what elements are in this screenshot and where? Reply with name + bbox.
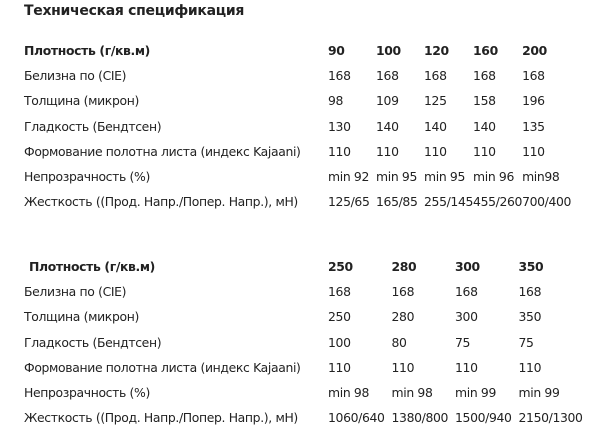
row-label: Непрозрачность (%) xyxy=(24,385,150,401)
cell-value: 110 xyxy=(376,143,399,159)
cell-value: 280 xyxy=(391,259,417,275)
page-title: Техническая спецификация xyxy=(24,3,245,19)
cell-value: 135 xyxy=(522,118,545,134)
cell-value: min 92 xyxy=(328,169,369,185)
cell-value: 350 xyxy=(518,309,542,325)
cell-value: 168 xyxy=(328,284,351,300)
table-row: Белизна по (CIE) 168 168 168 168 xyxy=(24,279,583,304)
cell-value: 110 xyxy=(391,359,415,375)
row-label: Плотность (г/кв.м) xyxy=(24,43,150,59)
cell-value: 2150/1300 xyxy=(518,410,583,426)
row-label: Формование полотна листа (индекс Kajaani… xyxy=(24,359,301,375)
cell-value: min 96 xyxy=(473,169,515,185)
cell-value: 300 xyxy=(455,259,480,275)
cell-value: 168 xyxy=(518,284,542,300)
cell-value: min98 xyxy=(522,169,560,185)
cell-value: 110 xyxy=(455,359,478,375)
cell-value: 75 xyxy=(518,334,534,350)
cell-value: 110 xyxy=(424,143,447,159)
cell-value: 75 xyxy=(455,334,471,350)
cell-value: 280 xyxy=(391,309,415,325)
cell-value: 110 xyxy=(518,359,542,375)
cell-value: 130 xyxy=(328,118,351,134)
cell-value: 1380/800 xyxy=(391,410,449,426)
cell-value: 350 xyxy=(518,259,544,275)
cell-value: 300 xyxy=(455,309,478,325)
cell-value: 140 xyxy=(473,118,496,134)
row-label: Гладкость (Бендтсен) xyxy=(24,334,162,350)
cell-value: 125 xyxy=(424,93,447,109)
cell-value: 110 xyxy=(473,143,496,159)
cell-value: 168 xyxy=(376,68,399,84)
table-row: Жесткость ((Прод. Напр./Попер. Напр.), м… xyxy=(24,189,571,214)
row-label: Гладкость (Бендтсен) xyxy=(24,118,162,134)
cell-value: 196 xyxy=(522,93,545,109)
cell-value: min 95 xyxy=(376,169,417,185)
cell-value: 125/65 xyxy=(328,194,370,210)
cell-value: 80 xyxy=(391,334,407,350)
cell-value: 140 xyxy=(376,118,399,134)
cell-value: 700/400 xyxy=(522,194,572,210)
header-row: Плотность (г/кв.м) 90 100 120 160 200 xyxy=(24,38,571,63)
table-row: Белизна по (CIE) 168 168 168 168 168 xyxy=(24,63,571,88)
row-label: Формование полотна листа (индекс Kajaani… xyxy=(24,143,301,159)
row-label: Толщина (микрон) xyxy=(24,93,139,109)
cell-value: 168 xyxy=(424,68,447,84)
cell-value: 1060/640 xyxy=(328,410,385,426)
table-row: Непрозрачность (%) min 98 min 98 min 99 min … xyxy=(24,380,583,405)
cell-value: 168 xyxy=(455,284,478,300)
table-row: Формование полотна листа (индекс Kajaani… xyxy=(24,355,583,380)
table-row: Толщина (микрон) 98 109 125 158 196 xyxy=(24,88,571,113)
cell-value: 455/260 xyxy=(473,194,523,210)
cell-value: min 95 xyxy=(424,169,465,185)
cell-value: 110 xyxy=(328,143,351,159)
cell-value: 200 xyxy=(522,43,547,59)
cell-value: 165/85 xyxy=(376,194,418,210)
row-label: Толщина (микрон) xyxy=(24,309,139,325)
cell-value: 255/145 xyxy=(424,194,474,210)
row-label: Плотность (г/кв.м) xyxy=(29,259,155,275)
cell-value: 140 xyxy=(424,118,447,134)
cell-value: 100 xyxy=(328,334,351,350)
row-label: Белизна по (CIE) xyxy=(24,68,127,84)
spec-table-1: Плотность (г/кв.м) 90 100 120 160 200 Белизна … xyxy=(24,38,571,214)
cell-value: min 99 xyxy=(455,385,496,401)
cell-value: 250 xyxy=(328,309,351,325)
cell-value: 98 xyxy=(328,93,344,109)
cell-value: 168 xyxy=(473,68,496,84)
row-label: Жесткость ((Прод. Напр./Попер. Напр.), м… xyxy=(24,194,298,210)
table-row: Гладкость (Бендтсен) 100 80 75 75 xyxy=(24,330,583,355)
cell-value: 168 xyxy=(328,68,351,84)
table-row: Непрозрачность (%) min 92 min 95 min 95 min … xyxy=(24,164,571,189)
cell-value: 168 xyxy=(391,284,415,300)
cell-value: 158 xyxy=(473,93,496,109)
cell-value: min 98 xyxy=(328,385,369,401)
table-row: Жесткость ((Прод. Напр./Попер. Напр.), м… xyxy=(24,405,583,430)
cell-value: 109 xyxy=(376,93,399,109)
table-row: Толщина (микрон) 250 280 300 350 xyxy=(24,304,583,329)
cell-value: 1500/940 xyxy=(455,410,512,426)
table-row: Формование полотна листа (индекс Kajaani… xyxy=(24,139,571,164)
spec-table-2: Плотность (г/кв.м) 250 280 300 350 Белизна по… xyxy=(24,254,583,430)
cell-value: min 99 xyxy=(518,385,560,401)
cell-value: 110 xyxy=(328,359,351,375)
cell-value: 160 xyxy=(473,43,498,59)
row-label: Белизна по (CIE) xyxy=(24,284,127,300)
row-label: Непрозрачность (%) xyxy=(24,169,150,185)
cell-value: 110 xyxy=(522,143,545,159)
cell-value: 100 xyxy=(376,43,401,59)
table-row: Гладкость (Бендтсен) 130 140 140 140 135 xyxy=(24,114,571,139)
cell-value: 250 xyxy=(328,259,353,275)
cell-value: min 98 xyxy=(391,385,433,401)
cell-value: 120 xyxy=(424,43,449,59)
cell-value: 90 xyxy=(328,43,345,59)
row-label: Жесткость ((Прод. Напр./Попер. Напр.), м… xyxy=(24,410,298,426)
header-row: Плотность (г/кв.м) 250 280 300 350 xyxy=(24,254,583,279)
cell-value: 168 xyxy=(522,68,545,84)
